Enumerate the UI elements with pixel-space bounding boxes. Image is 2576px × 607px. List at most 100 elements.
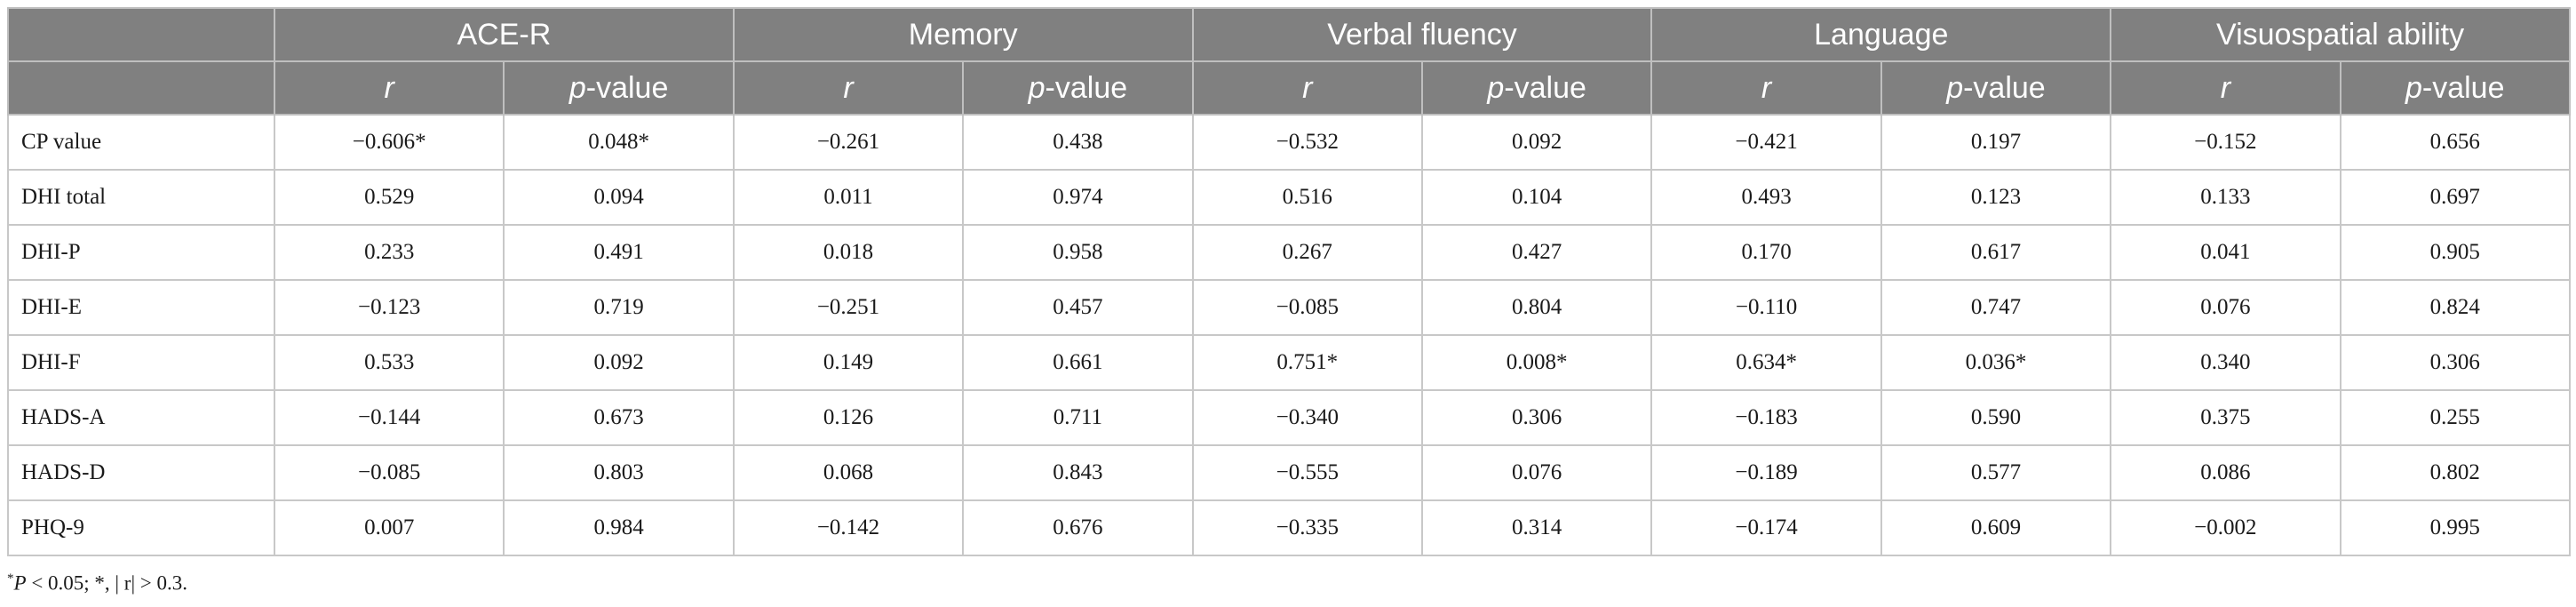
r-value-cell: −0.251	[732, 279, 965, 336]
r-value-cell: −0.335	[1191, 499, 1423, 556]
sub-header-r: r	[1191, 60, 1423, 116]
row-label: HADS-A	[7, 389, 275, 446]
footnote-text: < 0.05; *, | r| > 0.3.	[26, 571, 188, 595]
r-value-cell: 0.170	[1650, 224, 1882, 281]
p-value-cell: 0.661	[962, 334, 1194, 391]
sub-header-p-symbol: p	[1487, 70, 1505, 105]
r-value-cell: −0.085	[273, 444, 505, 501]
r-value-cell: −0.144	[273, 389, 505, 446]
sub-header-p-symbol: p	[568, 70, 586, 105]
footnote-star: *	[7, 571, 14, 586]
sub-header-p-value: p-value	[1420, 60, 1653, 116]
p-value-cell: 0.617	[1880, 224, 2112, 281]
sub-header-value-suffix: -value	[1504, 70, 1586, 105]
r-value-cell: −0.152	[2110, 114, 2341, 171]
sub-header-p-value: p-value	[503, 60, 735, 116]
p-value-cell: 0.092	[503, 334, 735, 391]
r-value-cell: −0.555	[1191, 444, 1423, 501]
table-row: DHI-P 0.233 0.491 0.018 0.958 0.267 0.427 0.170…	[7, 224, 2571, 281]
p-value-cell: 0.905	[2339, 224, 2571, 281]
sub-header-r-label: r	[2220, 70, 2231, 105]
sub-header-row: r p-value r p-value r p-value r p-value r p-value	[7, 60, 2571, 116]
p-value-cell: 0.676	[962, 499, 1194, 556]
sub-header-r: r	[2110, 60, 2341, 116]
r-value-cell: 0.233	[273, 224, 505, 281]
sub-header-p-value: p-value	[1880, 60, 2112, 116]
r-value-cell: 0.375	[2110, 389, 2341, 446]
r-value-cell: −0.340	[1191, 389, 1423, 446]
table-row: PHQ-9 0.007 0.984 −0.142 0.676 −0.335 0.314 −0.…	[7, 499, 2571, 556]
p-value-cell: 0.656	[2339, 114, 2571, 171]
p-value-cell: 0.092	[1420, 114, 1653, 171]
p-value-cell: 0.104	[1420, 169, 1653, 226]
p-value-cell: 0.711	[962, 389, 1194, 446]
sub-header-value-suffix: -value	[2421, 70, 2505, 105]
p-value-cell: 0.427	[1420, 224, 1653, 281]
sub-header-value-suffix: -value	[585, 70, 669, 105]
p-value-cell: 0.008*	[1420, 334, 1653, 391]
sub-header-r-label: r	[1302, 70, 1313, 105]
sub-header-r-label: r	[843, 70, 854, 105]
group-header-visuospatial-ability: Visuospatial ability	[2110, 7, 2571, 62]
p-value-cell: 0.306	[1420, 389, 1653, 446]
p-value-cell: 0.197	[1880, 114, 2112, 171]
row-label: CP value	[7, 114, 275, 171]
sub-header-value-suffix: -value	[1045, 70, 1128, 105]
p-value-cell: 0.719	[503, 279, 735, 336]
p-value-cell: 0.094	[503, 169, 735, 226]
r-value-cell: −0.421	[1650, 114, 1882, 171]
p-value-cell: 0.255	[2339, 389, 2571, 446]
r-value-cell: 0.126	[732, 389, 965, 446]
r-value-cell: 0.267	[1191, 224, 1423, 281]
sub-header-r-label: r	[1761, 70, 1772, 105]
p-value-cell: 0.076	[1420, 444, 1653, 501]
r-value-cell: 0.068	[732, 444, 965, 501]
table-row: DHI total 0.529 0.094 0.011 0.974 0.516 0.104 0…	[7, 169, 2571, 226]
p-value-cell: 0.843	[962, 444, 1194, 501]
sub-header-p-symbol: p	[2405, 70, 2422, 105]
p-value-cell: 0.457	[962, 279, 1194, 336]
row-label: HADS-D	[7, 444, 275, 501]
group-header-row: ACE-R Memory Verbal fluency Language Vis…	[7, 7, 2571, 62]
p-value-cell: 0.609	[1880, 499, 2112, 556]
sub-header-p-symbol: p	[1028, 70, 1046, 105]
r-value-cell: −0.123	[273, 279, 505, 336]
row-label: PHQ-9	[7, 499, 275, 556]
p-value-cell: 0.804	[1420, 279, 1653, 336]
p-value-cell: 0.824	[2339, 279, 2571, 336]
sub-header-p-value: p-value	[2339, 60, 2571, 116]
group-header-verbal-fluency: Verbal fluency	[1191, 7, 1653, 62]
table-footnote: *P < 0.05; *, | r| > 0.3.	[7, 571, 187, 595]
r-value-cell: 0.751*	[1191, 334, 1423, 391]
r-value-cell: −0.085	[1191, 279, 1423, 336]
correlation-table-container: ACE-R Memory Verbal fluency Language Vis…	[7, 7, 2571, 556]
r-value-cell: 0.007	[273, 499, 505, 556]
p-value-cell: 0.314	[1420, 499, 1653, 556]
sub-header-value-suffix: -value	[1963, 70, 2046, 105]
r-value-cell: −0.002	[2110, 499, 2341, 556]
table-row: CP value −0.606* 0.048* −0.261 0.438 −0.532 0.…	[7, 114, 2571, 171]
p-value-cell: 0.984	[503, 499, 735, 556]
p-value-cell: 0.673	[503, 389, 735, 446]
table-row: HADS-D −0.085 0.803 0.068 0.843 −0.555 0.076 −0…	[7, 444, 2571, 501]
row-label: DHI-E	[7, 279, 275, 336]
sub-header-p-value: p-value	[962, 60, 1194, 116]
p-value-cell: 0.995	[2339, 499, 2571, 556]
p-value-cell: 0.747	[1880, 279, 2112, 336]
p-value-cell: 0.697	[2339, 169, 2571, 226]
table-row: DHI-E −0.123 0.719 −0.251 0.457 −0.085 0.804 −0…	[7, 279, 2571, 336]
r-value-cell: 0.634*	[1650, 334, 1882, 391]
r-value-cell: −0.261	[732, 114, 965, 171]
r-value-cell: 0.149	[732, 334, 965, 391]
p-value-cell: 0.577	[1880, 444, 2112, 501]
sub-header-p-symbol: p	[1946, 70, 1964, 105]
row-label: DHI total	[7, 169, 275, 226]
p-value-cell: 0.123	[1880, 169, 2112, 226]
p-value-cell: 0.958	[962, 224, 1194, 281]
r-value-cell: −0.532	[1191, 114, 1423, 171]
sub-header-r: r	[1650, 60, 1882, 116]
p-value-cell: 0.590	[1880, 389, 2112, 446]
r-value-cell: −0.183	[1650, 389, 1882, 446]
table-row: HADS-A −0.144 0.673 0.126 0.711 −0.340 0.306 −0…	[7, 389, 2571, 446]
footnote-p-symbol: P	[13, 571, 27, 595]
